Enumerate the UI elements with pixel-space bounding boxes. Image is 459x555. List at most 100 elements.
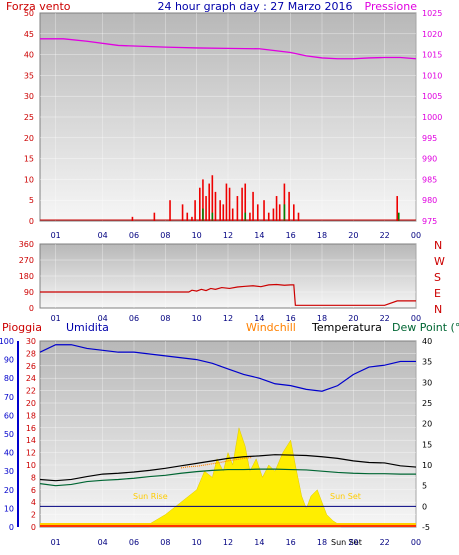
temperature-tick: 20 <box>422 420 432 429</box>
rain-tick: 26 <box>26 362 36 371</box>
panel3-x-tick: 08 <box>160 538 170 547</box>
panel3-x-tick: 22 <box>380 538 390 547</box>
panel1-x-tick: 00 <box>411 231 421 240</box>
temperature-tick: 35 <box>422 358 432 367</box>
wind-bar <box>267 212 270 221</box>
panel1-wind-bars <box>131 175 400 221</box>
gust-bar <box>397 212 400 221</box>
panel3-x-tick: 12 <box>223 538 233 547</box>
wind-bar <box>396 196 398 221</box>
direction-tick: 180 <box>19 272 34 281</box>
panel2-x-tick: 14 <box>254 314 264 323</box>
panel3-x-tick: 16 <box>286 538 296 547</box>
panel3-x-tick: 10 <box>192 538 202 547</box>
pressure-line <box>40 38 417 60</box>
rain-tick: 10 <box>26 461 36 470</box>
panel3-temp-axis: -5 0 5 10 15 20 25 30 35 40 <box>422 337 432 532</box>
wind-bar <box>191 216 193 221</box>
humidity-tick: 90 <box>4 356 14 365</box>
panel2-x-ticks: 01 04 06 08 10 12 14 16 18 20 22 00 <box>51 314 422 323</box>
legend-windchill: Windchill <box>246 321 296 334</box>
rain-tick: 6 <box>31 486 36 495</box>
panel1-x-tick: 12 <box>223 231 233 240</box>
pressure-tick: 1000 <box>422 113 442 122</box>
wind-speed-tick: 15 <box>24 155 34 164</box>
compass-label: S <box>434 271 441 284</box>
pressure-tick: 1025 <box>422 9 442 18</box>
pressure-tick: 1020 <box>422 30 442 39</box>
wind-bar <box>211 175 214 221</box>
header-left: Forza vento <box>6 0 71 13</box>
rain-tick: 30 <box>26 337 36 346</box>
sun-set-label-upper: Sun Set <box>330 492 361 501</box>
gust-bar <box>211 212 214 221</box>
rain-tick: 22 <box>26 387 36 396</box>
panel3-x-tick: 06 <box>129 538 139 547</box>
direction-tick: 360 <box>19 240 34 249</box>
sun-set-label-lower: Sun Set <box>331 538 362 547</box>
wind-bar <box>225 183 228 221</box>
wind-speed-tick: 25 <box>24 113 34 122</box>
direction-tick: 0 <box>29 304 34 313</box>
rain-tick: 8 <box>31 473 36 482</box>
wind-bar <box>214 191 217 221</box>
panel2-x-tick: 04 <box>98 314 108 323</box>
wind-bar <box>283 183 286 221</box>
humidity-tick: 100 <box>0 337 14 346</box>
wind-bar <box>275 196 278 221</box>
wind-bar <box>186 212 189 221</box>
dewpoint-line <box>39 468 416 487</box>
humidity-tick: 80 <box>4 374 14 383</box>
wind-bar <box>228 187 231 221</box>
wind-bar <box>202 179 204 221</box>
panel2-x-tick: 00 <box>411 314 421 323</box>
panel1-x-tick: 08 <box>160 231 170 240</box>
wind-bar <box>231 208 234 221</box>
pressure-tick: 1015 <box>422 51 442 60</box>
legend-dewpoint: Dew Point (°C <box>392 321 459 334</box>
panel2-x-tick: 22 <box>380 314 390 323</box>
humidity-line <box>39 344 416 392</box>
panel2-x-tick: 10 <box>192 314 202 323</box>
wind-bar <box>205 196 207 221</box>
wind-bar <box>153 212 156 221</box>
gust-bar <box>283 204 286 221</box>
panel1-x-tick: 18 <box>317 231 327 240</box>
gust-bar <box>202 208 204 221</box>
rain-tick: 0 <box>31 523 36 532</box>
panel3-x-tick: 01 <box>51 538 61 547</box>
wind-speed-tick: 0 <box>29 217 34 226</box>
panel3-x-tick: 04 <box>98 538 108 547</box>
compass-label: W <box>434 255 445 268</box>
pressure-tick: 980 <box>422 196 437 205</box>
panel1-right-axis: 975 980 985 990 995 1000 1005 1010 1015 1020 1025 <box>422 9 442 226</box>
humidity-tick: 50 <box>4 430 14 439</box>
temperature-tick: 5 <box>422 482 427 491</box>
panel1-x-tick: 16 <box>286 231 296 240</box>
wind-bar <box>244 183 247 221</box>
pressure-tick: 995 <box>422 134 437 143</box>
wind-bar <box>263 200 265 221</box>
wind-bar <box>278 204 281 221</box>
humidity-tick: 60 <box>4 411 14 420</box>
wind-speed-tick: 50 <box>24 9 34 18</box>
wind-bar <box>219 200 221 221</box>
wind-bar <box>297 212 300 221</box>
panel2-x-tick: 16 <box>286 314 296 323</box>
rain-tick: 18 <box>26 411 36 420</box>
wind-bar <box>256 204 259 221</box>
panel2-x-tick: 01 <box>51 314 61 323</box>
rain-tick: 4 <box>31 498 36 507</box>
panel1-x-tick: 14 <box>254 231 264 240</box>
panel3-humidity-axis: 0 10 20 30 40 50 60 70 80 90 100 <box>0 337 14 532</box>
wind-speed-tick: 5 <box>29 196 34 205</box>
panel1-x-tick: 10 <box>192 231 202 240</box>
sun-rise-label: Sun Rise <box>133 492 168 501</box>
panel1-x-tick: 01 <box>51 231 61 240</box>
wind-bar <box>252 191 254 221</box>
wind-bar <box>181 204 184 221</box>
humidity-tick: 30 <box>4 467 14 476</box>
